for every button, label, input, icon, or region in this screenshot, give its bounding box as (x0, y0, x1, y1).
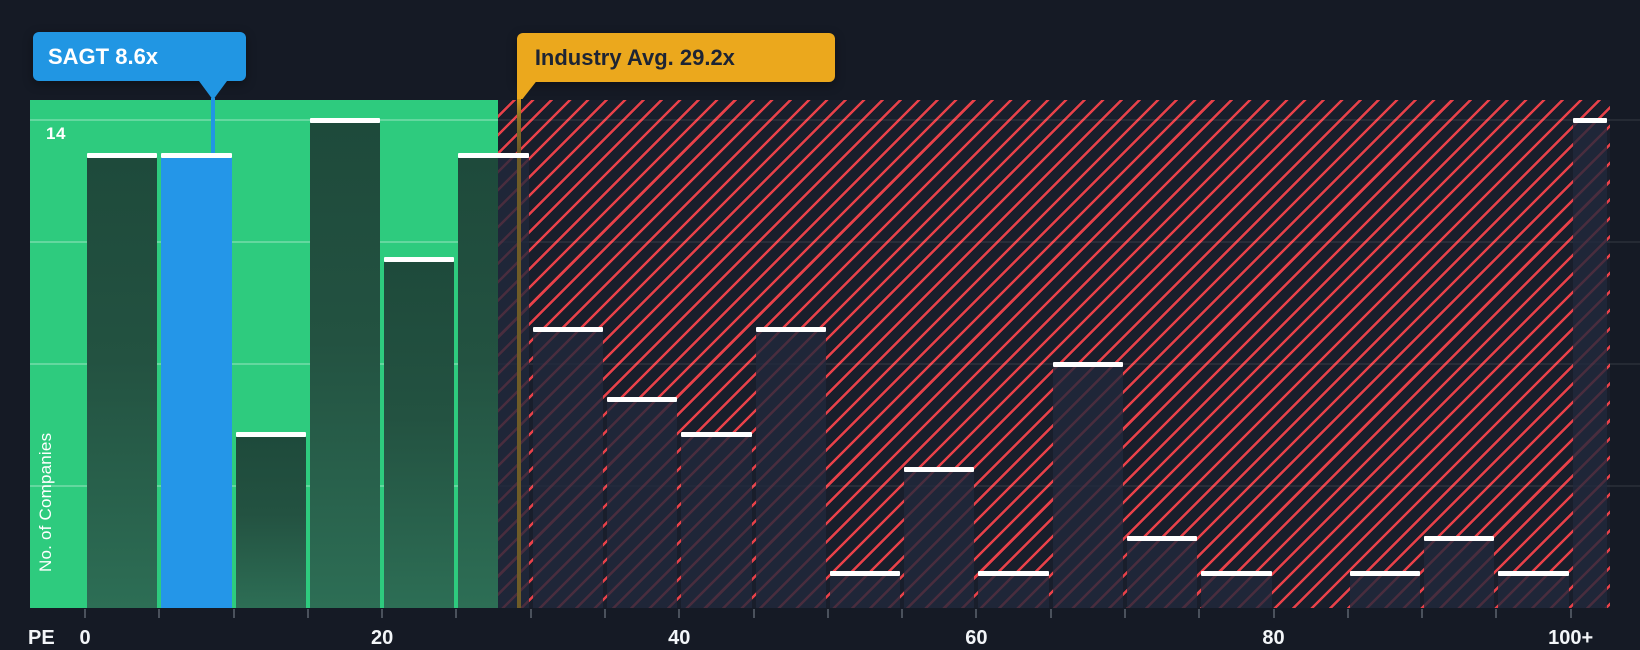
x-axis-tick (1346, 609, 1349, 618)
gridline (30, 241, 498, 243)
bar-60-65[interactable] (978, 576, 1049, 608)
bar-25-30[interactable] (498, 157, 529, 608)
bar-45-50[interactable] (755, 332, 826, 608)
company-marker-line (210, 98, 215, 158)
bar-85-90[interactable] (1349, 576, 1421, 608)
industry-average-line (516, 98, 521, 608)
bar-40-45[interactable] (681, 436, 752, 608)
bar-cap-10-15 (235, 431, 306, 437)
bar-cap-55-60 (904, 466, 975, 472)
bar-65-70[interactable] (1052, 367, 1123, 608)
industry-callout-label: Industry Avg. 29.2x (534, 44, 735, 70)
company-callout: SAGT 8.6x (33, 32, 246, 81)
company-callout-label: SAGT 8.6x (48, 43, 159, 69)
bar-cap-0-5 (87, 152, 158, 158)
x-axis-tick (752, 609, 755, 618)
bar-cap-60-65 (978, 571, 1049, 577)
x-axis-tick (1049, 609, 1052, 618)
bar-cap-95-100 (1498, 571, 1569, 577)
bar-cap-65-70 (1052, 362, 1123, 367)
x-axis-tick (1421, 609, 1424, 618)
bar-cap-35-40 (606, 396, 678, 402)
bar-cap-90-95 (1424, 536, 1495, 542)
x-axis-label-100+: 100+ (1548, 627, 1594, 649)
x-axis-label-60: 60 (965, 627, 988, 649)
bar-25-30[interactable] (458, 157, 498, 608)
x-axis-tick (1198, 609, 1201, 618)
x-axis-label-80: 80 (1262, 627, 1285, 649)
x-axis-tick (1495, 609, 1498, 618)
bar-100+[interactable] (1572, 123, 1607, 608)
x-axis-tick (826, 609, 829, 618)
company-callout-pointer-icon (198, 81, 227, 100)
x-axis-tick (529, 609, 532, 618)
x-axis-label-20: 20 (371, 627, 394, 649)
bar-30-35[interactable] (532, 332, 603, 608)
gridline (30, 119, 498, 121)
x-axis-tick (455, 609, 458, 618)
bar-cap-75-80 (1201, 571, 1272, 577)
x-axis-tick (381, 609, 384, 618)
bar-cap-5-10 (161, 152, 232, 158)
gridline (498, 119, 1640, 121)
bar-cap-20-25 (384, 257, 455, 263)
bar-cap-45-50 (755, 327, 826, 333)
x-axis-title: PE (28, 627, 55, 649)
gridline (30, 363, 498, 365)
x-axis-label-0: 0 (79, 627, 91, 649)
bar-5-10[interactable] (161, 157, 232, 608)
bar-20-25[interactable] (384, 262, 455, 608)
x-axis-tick (975, 609, 978, 618)
bar-cap-70-75 (1126, 536, 1198, 542)
bar-cap-40-45 (681, 431, 752, 437)
bar-55-60[interactable] (904, 471, 975, 608)
bar-15-20[interactable] (309, 123, 381, 608)
y-axis-max-label: 14 (46, 124, 66, 143)
x-axis-tick (1272, 609, 1275, 618)
gridline (498, 241, 1640, 243)
x-axis-tick (1569, 609, 1572, 618)
x-axis-tick (678, 609, 681, 618)
y-axis-title: No. of Companies (36, 432, 55, 572)
overvalued-hatch-zone (498, 100, 1610, 608)
bar-70-75[interactable] (1126, 541, 1198, 608)
bar-50-55[interactable] (829, 576, 901, 608)
industry-callout: Industry Avg. 29.2x (516, 33, 835, 82)
x-axis-tick (306, 609, 309, 618)
bar-cap-15-20 (309, 118, 381, 123)
x-axis-label-40: 40 (668, 627, 691, 649)
x-axis-tick (158, 609, 161, 618)
bar-90-95[interactable] (1424, 541, 1495, 608)
bar-75-80[interactable] (1201, 576, 1272, 608)
bar-cap-25-30 (458, 152, 529, 158)
bar-cap-100+ (1572, 118, 1607, 123)
bar-0-5[interactable] (87, 157, 158, 608)
x-axis-tick (603, 609, 606, 618)
x-axis-tick (901, 609, 904, 618)
bar-10-15[interactable] (235, 436, 306, 608)
x-axis-tick (84, 609, 86, 618)
bar-cap-85-90 (1349, 571, 1421, 577)
bar-cap-50-55 (829, 571, 901, 577)
bar-35-40[interactable] (606, 401, 678, 608)
bar-95-100[interactable] (1498, 576, 1569, 608)
x-axis-tick (1123, 609, 1126, 618)
bar-cap-30-35 (532, 327, 603, 333)
x-axis-tick (232, 609, 235, 618)
